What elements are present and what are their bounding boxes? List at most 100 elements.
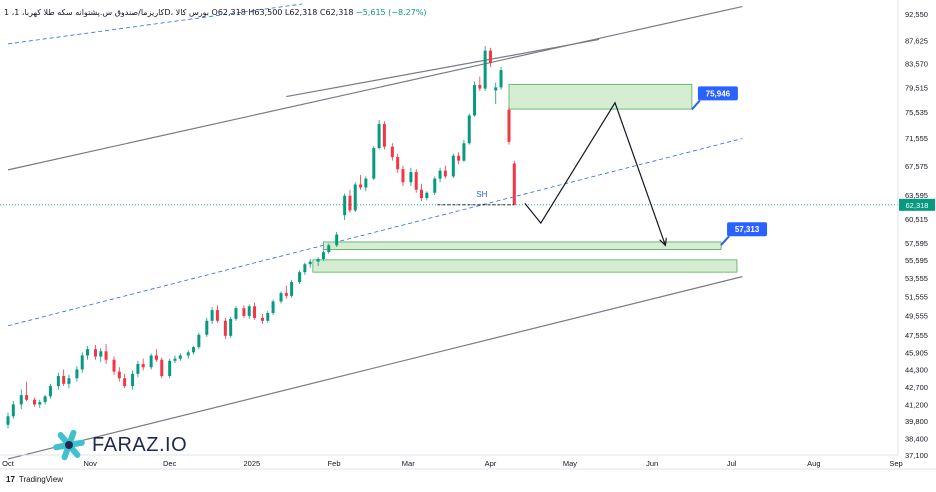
channel-lower-line[interactable]	[7, 276, 743, 460]
candle-body	[316, 258, 320, 262]
tradingview-footer[interactable]: 17 TradingView	[6, 475, 63, 484]
candle-body	[382, 123, 386, 147]
x-tick-label: Dec	[163, 459, 177, 468]
target-lower-label: 57,313	[735, 225, 760, 234]
candle	[38, 399, 42, 408]
target-upper-pointer	[691, 99, 701, 111]
y-tick-label: 41,200	[905, 400, 928, 409]
candle-body	[75, 369, 79, 379]
candle-body	[215, 310, 219, 321]
candle-body	[67, 378, 71, 384]
y-tick-label: 45,905	[905, 348, 928, 357]
candle	[396, 153, 400, 173]
candle-body	[494, 87, 498, 91]
x-tick-label: Aug	[807, 459, 820, 468]
x-tick-label: 2025	[244, 459, 261, 468]
candle	[93, 345, 97, 360]
candle	[279, 291, 283, 304]
x-tick-label: Mar	[402, 459, 415, 468]
candle	[104, 343, 108, 365]
supply-demand-zone[interactable]	[508, 83, 693, 110]
candle	[488, 47, 492, 68]
logo-text: FARAZ.IO	[92, 433, 188, 456]
target-lower-pointer	[720, 235, 730, 246]
y-tick-label: 55,595	[905, 256, 928, 265]
candle	[348, 189, 352, 213]
candle	[290, 280, 294, 298]
candle	[67, 374, 71, 389]
channel-upper-line[interactable]	[7, 5, 743, 171]
last-price-tag	[899, 198, 935, 211]
candle	[260, 313, 264, 324]
candle	[43, 395, 47, 405]
supply-demand-zone[interactable]	[323, 241, 722, 250]
candle	[494, 82, 498, 105]
y-tick-label: 71,555	[905, 134, 928, 143]
symbol-title: 1 ،کاریزما/صندوق س.پشتوانه سکه طلا کهربا…	[4, 8, 209, 17]
candle	[335, 232, 339, 248]
candle-body	[457, 155, 461, 161]
channel-top-dashed-line[interactable]	[7, 3, 303, 45]
candle-body	[260, 317, 264, 321]
candle-body	[229, 318, 233, 336]
candle	[298, 270, 302, 284]
candle-body	[80, 355, 84, 370]
x-tick-label: Jun	[646, 459, 658, 468]
projection-path[interactable]	[524, 101, 666, 246]
candle-body	[298, 272, 302, 283]
candle	[451, 153, 455, 178]
y-tick-label: 42,700	[905, 383, 928, 392]
candle-body	[271, 301, 275, 313]
candle-body	[112, 359, 116, 372]
candle	[186, 350, 190, 359]
candle-body	[290, 282, 294, 296]
channel-upper-inner-line[interactable]	[286, 38, 600, 98]
candle-body	[343, 195, 347, 216]
target-upper-box[interactable]	[697, 86, 738, 101]
chart-header: 1 ،کاریزما/صندوق س.پشتوانه سکه طلا کهربا…	[4, 8, 427, 17]
channel-mid-dashed-line[interactable]	[7, 138, 743, 327]
candle	[284, 285, 288, 299]
candle	[372, 146, 376, 181]
x-tick-label: Nov	[84, 459, 98, 468]
candle	[343, 193, 347, 220]
candle-body	[401, 169, 405, 183]
candle	[308, 258, 312, 268]
x-tick-label: May	[563, 459, 577, 468]
candle-body	[443, 170, 447, 177]
candle	[112, 356, 116, 375]
candle	[359, 174, 363, 190]
candle	[438, 167, 442, 183]
candle-body	[223, 320, 227, 336]
x-tick-label: Feb	[328, 459, 341, 468]
candle-body	[253, 306, 257, 318]
candle-body	[279, 293, 283, 302]
candle	[75, 366, 79, 382]
y-tick-label: 37,100	[905, 451, 928, 460]
y-tick-label: 67,575	[905, 162, 928, 171]
candle-body	[359, 184, 363, 188]
faraz-star-icon	[53, 429, 85, 461]
candle-body	[390, 146, 394, 158]
candle-body	[38, 402, 42, 405]
candle	[499, 67, 503, 90]
candle	[141, 358, 145, 371]
x-tick-label: Oct	[2, 459, 15, 468]
candle	[414, 169, 418, 193]
candle-body	[308, 261, 312, 265]
candle-body	[467, 115, 471, 144]
candle	[234, 306, 238, 321]
x-tick-label: Apr	[485, 459, 497, 468]
candle-body	[136, 364, 140, 374]
candle-body	[348, 195, 352, 211]
candle	[173, 355, 177, 363]
candle	[478, 76, 482, 92]
candle-body	[205, 320, 209, 335]
y-tick-label: 38,400	[905, 434, 928, 443]
supply-demand-zone[interactable]	[312, 259, 738, 273]
candle-body	[33, 399, 37, 405]
target-lower-box[interactable]	[727, 222, 768, 237]
candle	[210, 307, 214, 324]
y-tick-label: 83,570	[905, 59, 928, 68]
